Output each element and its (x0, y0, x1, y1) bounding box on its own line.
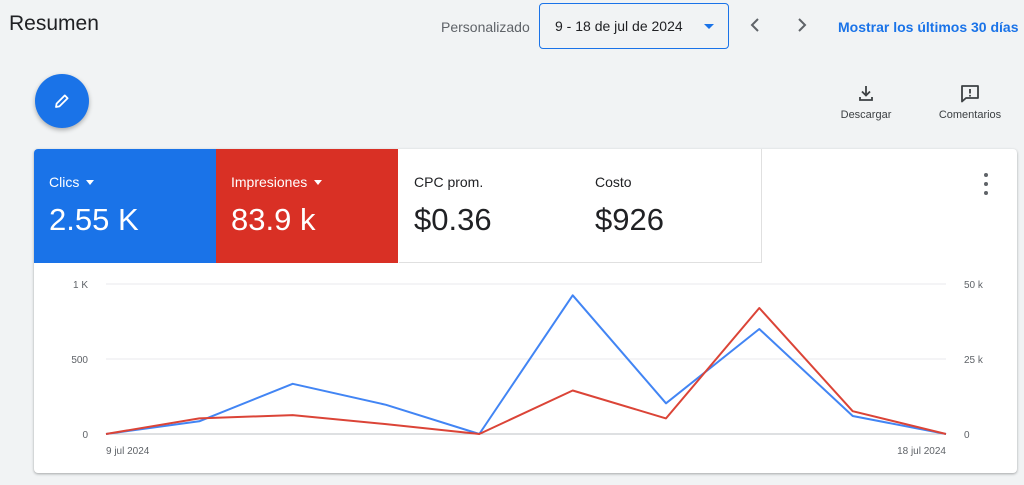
download-icon (859, 86, 873, 101)
pencil-icon (55, 94, 69, 108)
more-vert-icon-dot (984, 173, 988, 177)
dropdown-arrow-icon (314, 179, 323, 185)
metric-impressions[interactable]: Impresiones 83.9 k (216, 149, 398, 263)
summary-card: Clics 2.55 K Impresiones 83.9 k CPC prom… (34, 149, 1017, 473)
x-end-label: 18 jul 2024 (897, 446, 946, 457)
dropdown-arrow-icon (86, 179, 95, 185)
more-vert-icon-dot (984, 191, 988, 195)
y-right-tick-label: 50 k (964, 280, 984, 291)
comments-button[interactable]: Comentarios (933, 83, 1007, 121)
page-title: Resumen (9, 12, 99, 35)
performance-line-chart: 1 K 50 k 500 25 k 0 0 9 jul 2024 18 jul 2024 (71, 280, 984, 457)
metric-value: $926 (595, 202, 664, 237)
previous-period-button[interactable] (742, 12, 768, 38)
more-vert-icon-dot (984, 182, 988, 186)
comment-icon (961, 85, 979, 103)
y-left-tick-label: 0 (82, 430, 88, 441)
metric-value: 2.55 K (49, 202, 139, 237)
chevron-right-icon (798, 18, 807, 32)
date-range-type-label: Personalizado (441, 19, 530, 35)
y-right-tick-label: 25 k (964, 355, 984, 366)
more-options-button[interactable] (977, 173, 995, 195)
metric-avg-cpc[interactable]: CPC prom. $0.36 (399, 149, 581, 263)
metric-label: Clics (49, 174, 80, 190)
x-start-label: 9 jul 2024 (106, 446, 150, 457)
date-range-value: 9 - 18 de jul de 2024 (555, 18, 683, 34)
chevron-left-icon (750, 18, 759, 32)
y-right-tick-label: 0 (964, 430, 970, 441)
metric-cost[interactable]: Costo $926 (580, 149, 762, 263)
metric-label: Impresiones (231, 174, 308, 190)
caret-down-icon (704, 24, 714, 29)
metric-label: Costo (595, 174, 632, 190)
impressions-series-line (105, 307, 947, 435)
comments-label: Comentarios (938, 109, 1002, 121)
metric-clicks[interactable]: Clics 2.55 K (34, 149, 216, 263)
show-last-30-days-link[interactable]: Mostrar los últimos 30 días (838, 19, 1019, 35)
clicks-series-line (105, 294, 947, 435)
download-label: Descargar (840, 109, 892, 121)
download-button[interactable]: Descargar (836, 83, 896, 121)
metric-value: 83.9 k (231, 202, 316, 237)
metric-value: $0.36 (414, 202, 492, 237)
metric-label: CPC prom. (414, 174, 484, 190)
next-period-button[interactable] (789, 12, 815, 38)
y-left-tick-label: 500 (71, 355, 88, 366)
y-left-tick-label: 1 K (73, 280, 88, 291)
edit-fab-button[interactable] (35, 74, 89, 128)
date-range-picker[interactable]: 9 - 18 de jul de 2024 (539, 3, 729, 49)
